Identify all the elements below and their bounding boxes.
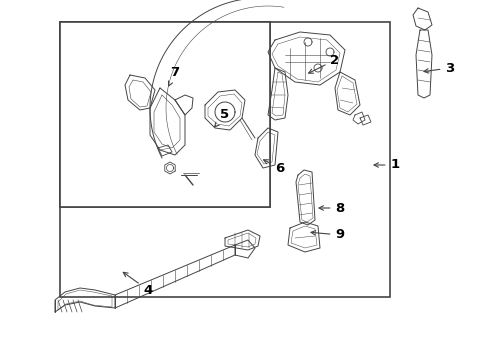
Bar (60, 22, 270, 207)
Text: 6: 6 (264, 160, 285, 175)
Text: 9: 9 (311, 229, 344, 242)
Text: 3: 3 (424, 62, 455, 75)
Bar (60, 22, 270, 207)
Text: 7: 7 (169, 67, 179, 86)
Text: 2: 2 (309, 54, 340, 73)
Text: 8: 8 (319, 202, 344, 215)
Bar (60, 22, 390, 297)
Text: 1: 1 (374, 158, 399, 171)
Text: 4: 4 (123, 272, 152, 297)
Text: 5: 5 (215, 108, 229, 127)
